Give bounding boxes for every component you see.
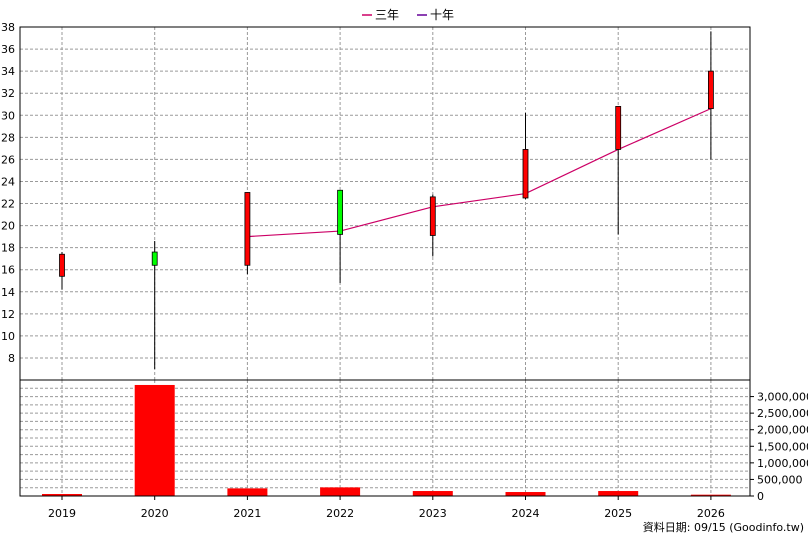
x-tick-label: 2026 [697, 507, 725, 520]
x-tick-label: 2019 [48, 507, 76, 520]
x-tick-label: 2020 [141, 507, 169, 520]
volume-bar [598, 491, 639, 496]
candle-body [59, 253, 65, 277]
candle-body [244, 192, 251, 266]
price-tick-label: 14 [1, 286, 15, 299]
price-tick-label: 28 [1, 131, 15, 144]
price-tick-label: 10 [1, 330, 15, 343]
volume-bar [690, 494, 731, 496]
candle-body [615, 106, 622, 150]
price-tick-label: 22 [1, 198, 15, 211]
legend-label: 十年 [430, 8, 454, 22]
x-tick-label: 2021 [233, 507, 261, 520]
volume-bar [42, 494, 82, 496]
volume-bar [505, 492, 546, 496]
volume-bar [320, 487, 361, 496]
price-grid [20, 26, 750, 380]
candle-body [337, 189, 344, 235]
price-tick-label: 32 [1, 87, 15, 100]
price-tick-label: 18 [1, 242, 15, 255]
price-tick-label: 16 [1, 264, 15, 277]
volume-tick-label: 1,500,000 [757, 440, 808, 453]
volume-bar [134, 384, 175, 496]
legend: 三年 十年 [362, 8, 454, 22]
x-tick-label: 2023 [419, 507, 447, 520]
volume-tick-label: 500,000 [757, 473, 803, 486]
volume-tick-label: 1,000,000 [757, 457, 808, 470]
price-tick-label: 38 [1, 21, 15, 34]
volume-bars [42, 384, 731, 496]
volume-bar [412, 491, 453, 496]
price-tick-label: 30 [1, 109, 15, 122]
price-tick-label: 24 [1, 175, 15, 188]
source-label: 資料日期: 09/15 (Goodinfo.tw) [643, 520, 804, 534]
candle-body [429, 196, 436, 236]
price-tick-label: 12 [1, 308, 15, 321]
volume-tick-label: 0 [757, 490, 764, 503]
price-tick-label: 20 [1, 220, 15, 233]
candles [59, 31, 714, 369]
volume-grid [20, 380, 750, 496]
volume-tick-label: 2,500,000 [757, 407, 808, 420]
candle-body [522, 149, 529, 199]
series-line-三年 [247, 108, 712, 238]
volume-axis: 0 500,000 1,000,000 1,500,000 2,000,000 2,500… [750, 391, 808, 503]
volume-bar [227, 488, 268, 496]
volume-panel-frame [19, 379, 751, 497]
x-tick-label: 2025 [604, 507, 632, 520]
x-tick-label: 2024 [512, 507, 540, 520]
price-axis: 8 10 12 14 16 18 20 22 24 26 28 30 32 34 36 38 [1, 21, 15, 365]
candle-body [151, 251, 158, 266]
price-tick-label: 34 [1, 65, 15, 78]
price-tick-label: 26 [1, 153, 15, 166]
candle-body [708, 70, 714, 110]
legend-label: 三年 [375, 8, 399, 22]
volume-tick-label: 3,000,000 [757, 391, 808, 404]
x-tick-label: 2022 [326, 507, 354, 520]
price-tick-label: 36 [1, 43, 15, 56]
volume-tick-label: 2,000,000 [757, 424, 808, 437]
price-tick-label: 8 [8, 352, 15, 365]
trend-line [247, 108, 712, 238]
x-axis: 2019 2020 2021 2022 2023 2024 2025 2026 [48, 496, 725, 520]
